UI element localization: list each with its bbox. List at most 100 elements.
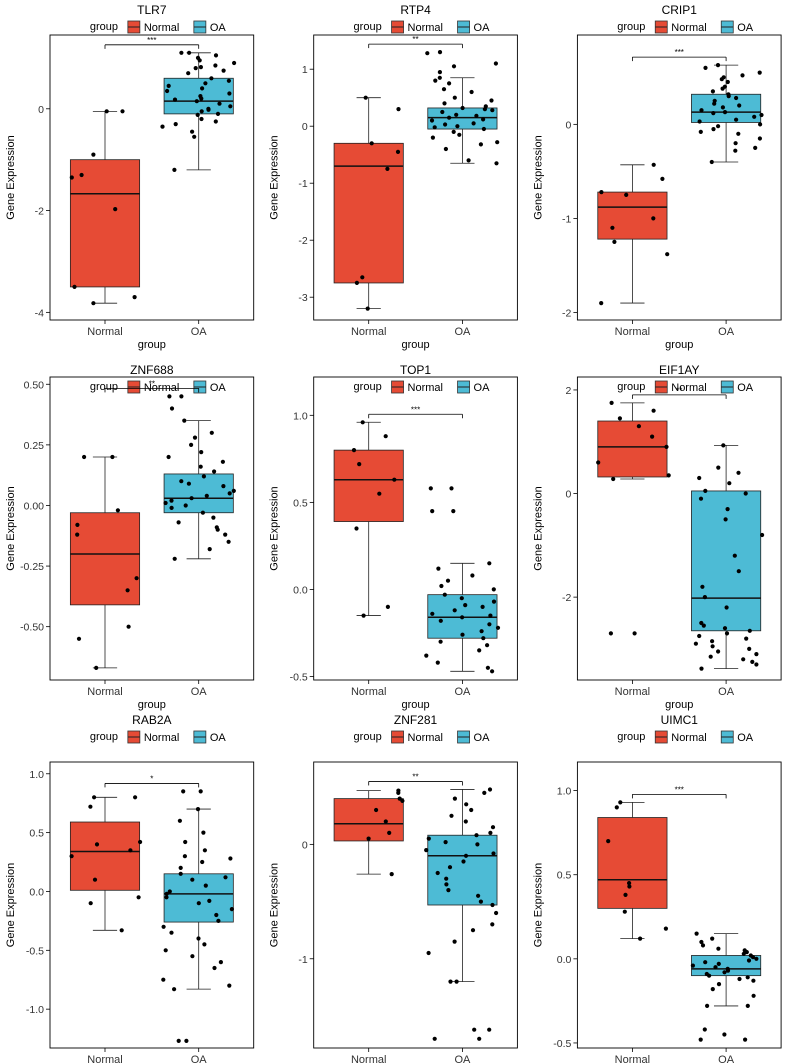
data-point: [745, 975, 750, 980]
data-point: [385, 166, 390, 171]
box-oa: [691, 63, 764, 165]
data-point: [459, 596, 464, 601]
data-point: [744, 636, 749, 641]
y-tick-label: 0.25: [24, 440, 45, 452]
box-normal: [333, 95, 404, 311]
chart-title: TLR7: [137, 3, 167, 17]
data-point: [128, 848, 133, 853]
data-point: [169, 498, 174, 503]
data-point: [189, 442, 194, 447]
data-point: [426, 836, 431, 841]
legend-label-normal: Normal: [144, 732, 179, 744]
data-point: [228, 104, 233, 109]
data-point: [226, 539, 231, 544]
chart-uimc1: UIMC1 group Normal OA -0.5 0.0 0.5 1.0 Gene Expr…: [532, 713, 782, 1063]
data-point: [82, 454, 87, 460]
data-point: [209, 76, 214, 81]
data-point: [726, 94, 731, 99]
legend-label-oa: OA: [210, 732, 227, 744]
box-normal: [69, 795, 143, 933]
chart-title: ZNF281: [394, 713, 438, 727]
data-point: [138, 839, 143, 845]
data-point: [710, 644, 715, 649]
data-point: [167, 394, 172, 399]
data-point: [698, 496, 704, 501]
data-point: [166, 454, 171, 460]
data-point: [470, 928, 476, 933]
significance-label: **: [412, 35, 418, 44]
box-oa: [160, 50, 237, 172]
legend-title: group: [90, 731, 118, 743]
y-tick-label: -1.0: [26, 1004, 44, 1016]
x-axis-label: group: [138, 339, 166, 351]
data-point: [698, 1037, 703, 1042]
data-point: [711, 127, 716, 132]
chart-title: RTP4: [400, 3, 431, 17]
data-point: [710, 936, 715, 941]
box-iqr: [333, 449, 404, 522]
chart-top1: TOP1 group Normal OA -0.5 0.0 0.5 1.0 Gene Expre…: [269, 363, 518, 711]
data-point: [199, 96, 204, 101]
data-point: [198, 464, 203, 469]
data-point: [488, 830, 493, 836]
data-point: [92, 795, 97, 800]
data-point: [160, 124, 165, 129]
data-point: [660, 176, 665, 181]
box-oa: [691, 443, 765, 671]
data-point: [377, 491, 382, 496]
data-point: [491, 599, 497, 604]
data-point: [184, 1038, 189, 1043]
data-point: [221, 484, 226, 489]
box-normal: [596, 400, 671, 636]
x-tick-label: OA: [718, 326, 735, 338]
data-point: [429, 118, 435, 123]
x-axis-label: group: [665, 699, 693, 711]
x-tick-label: Normal: [615, 1054, 650, 1063]
data-point: [617, 416, 623, 421]
data-point: [455, 124, 460, 129]
data-point: [636, 424, 642, 429]
data-point: [354, 280, 359, 285]
data-point: [88, 901, 93, 906]
legend: group Normal OA: [617, 730, 754, 744]
data-point: [194, 99, 199, 104]
data-point: [432, 125, 437, 130]
x-axis-label: group: [401, 339, 429, 351]
data-point: [454, 112, 459, 117]
data-point: [710, 987, 715, 992]
data-point: [702, 1027, 707, 1032]
panel-border: [576, 376, 782, 681]
data-point: [201, 474, 206, 479]
data-point: [740, 73, 745, 78]
data-point: [203, 81, 208, 86]
y-axis-label: Gene Expression: [5, 135, 17, 219]
data-point: [610, 225, 615, 230]
data-point: [366, 836, 371, 841]
y-axis-label: Gene Expression: [269, 863, 281, 947]
data-point: [697, 633, 702, 639]
data-point: [196, 936, 201, 941]
data-point: [490, 669, 495, 674]
data-point: [443, 122, 448, 127]
data-point: [166, 83, 171, 88]
data-point: [716, 946, 721, 951]
data-point: [207, 898, 212, 904]
data-point: [445, 578, 451, 583]
box-iqr: [597, 817, 668, 909]
data-point: [460, 105, 465, 111]
x-axis-label: group: [401, 699, 429, 711]
y-axis-label: Gene Expression: [269, 135, 281, 219]
data-point: [447, 865, 453, 870]
x-tick-label: OA: [718, 1054, 735, 1063]
panel-border: [313, 376, 518, 681]
data-point: [694, 931, 699, 936]
box-iqr: [691, 490, 762, 632]
data-point: [199, 109, 204, 114]
data-point: [227, 491, 232, 496]
data-point: [751, 993, 756, 998]
y-tick-label: -2: [562, 307, 571, 319]
data-point: [469, 807, 474, 813]
data-point: [697, 119, 702, 124]
y-tick-label: 0: [38, 104, 44, 116]
